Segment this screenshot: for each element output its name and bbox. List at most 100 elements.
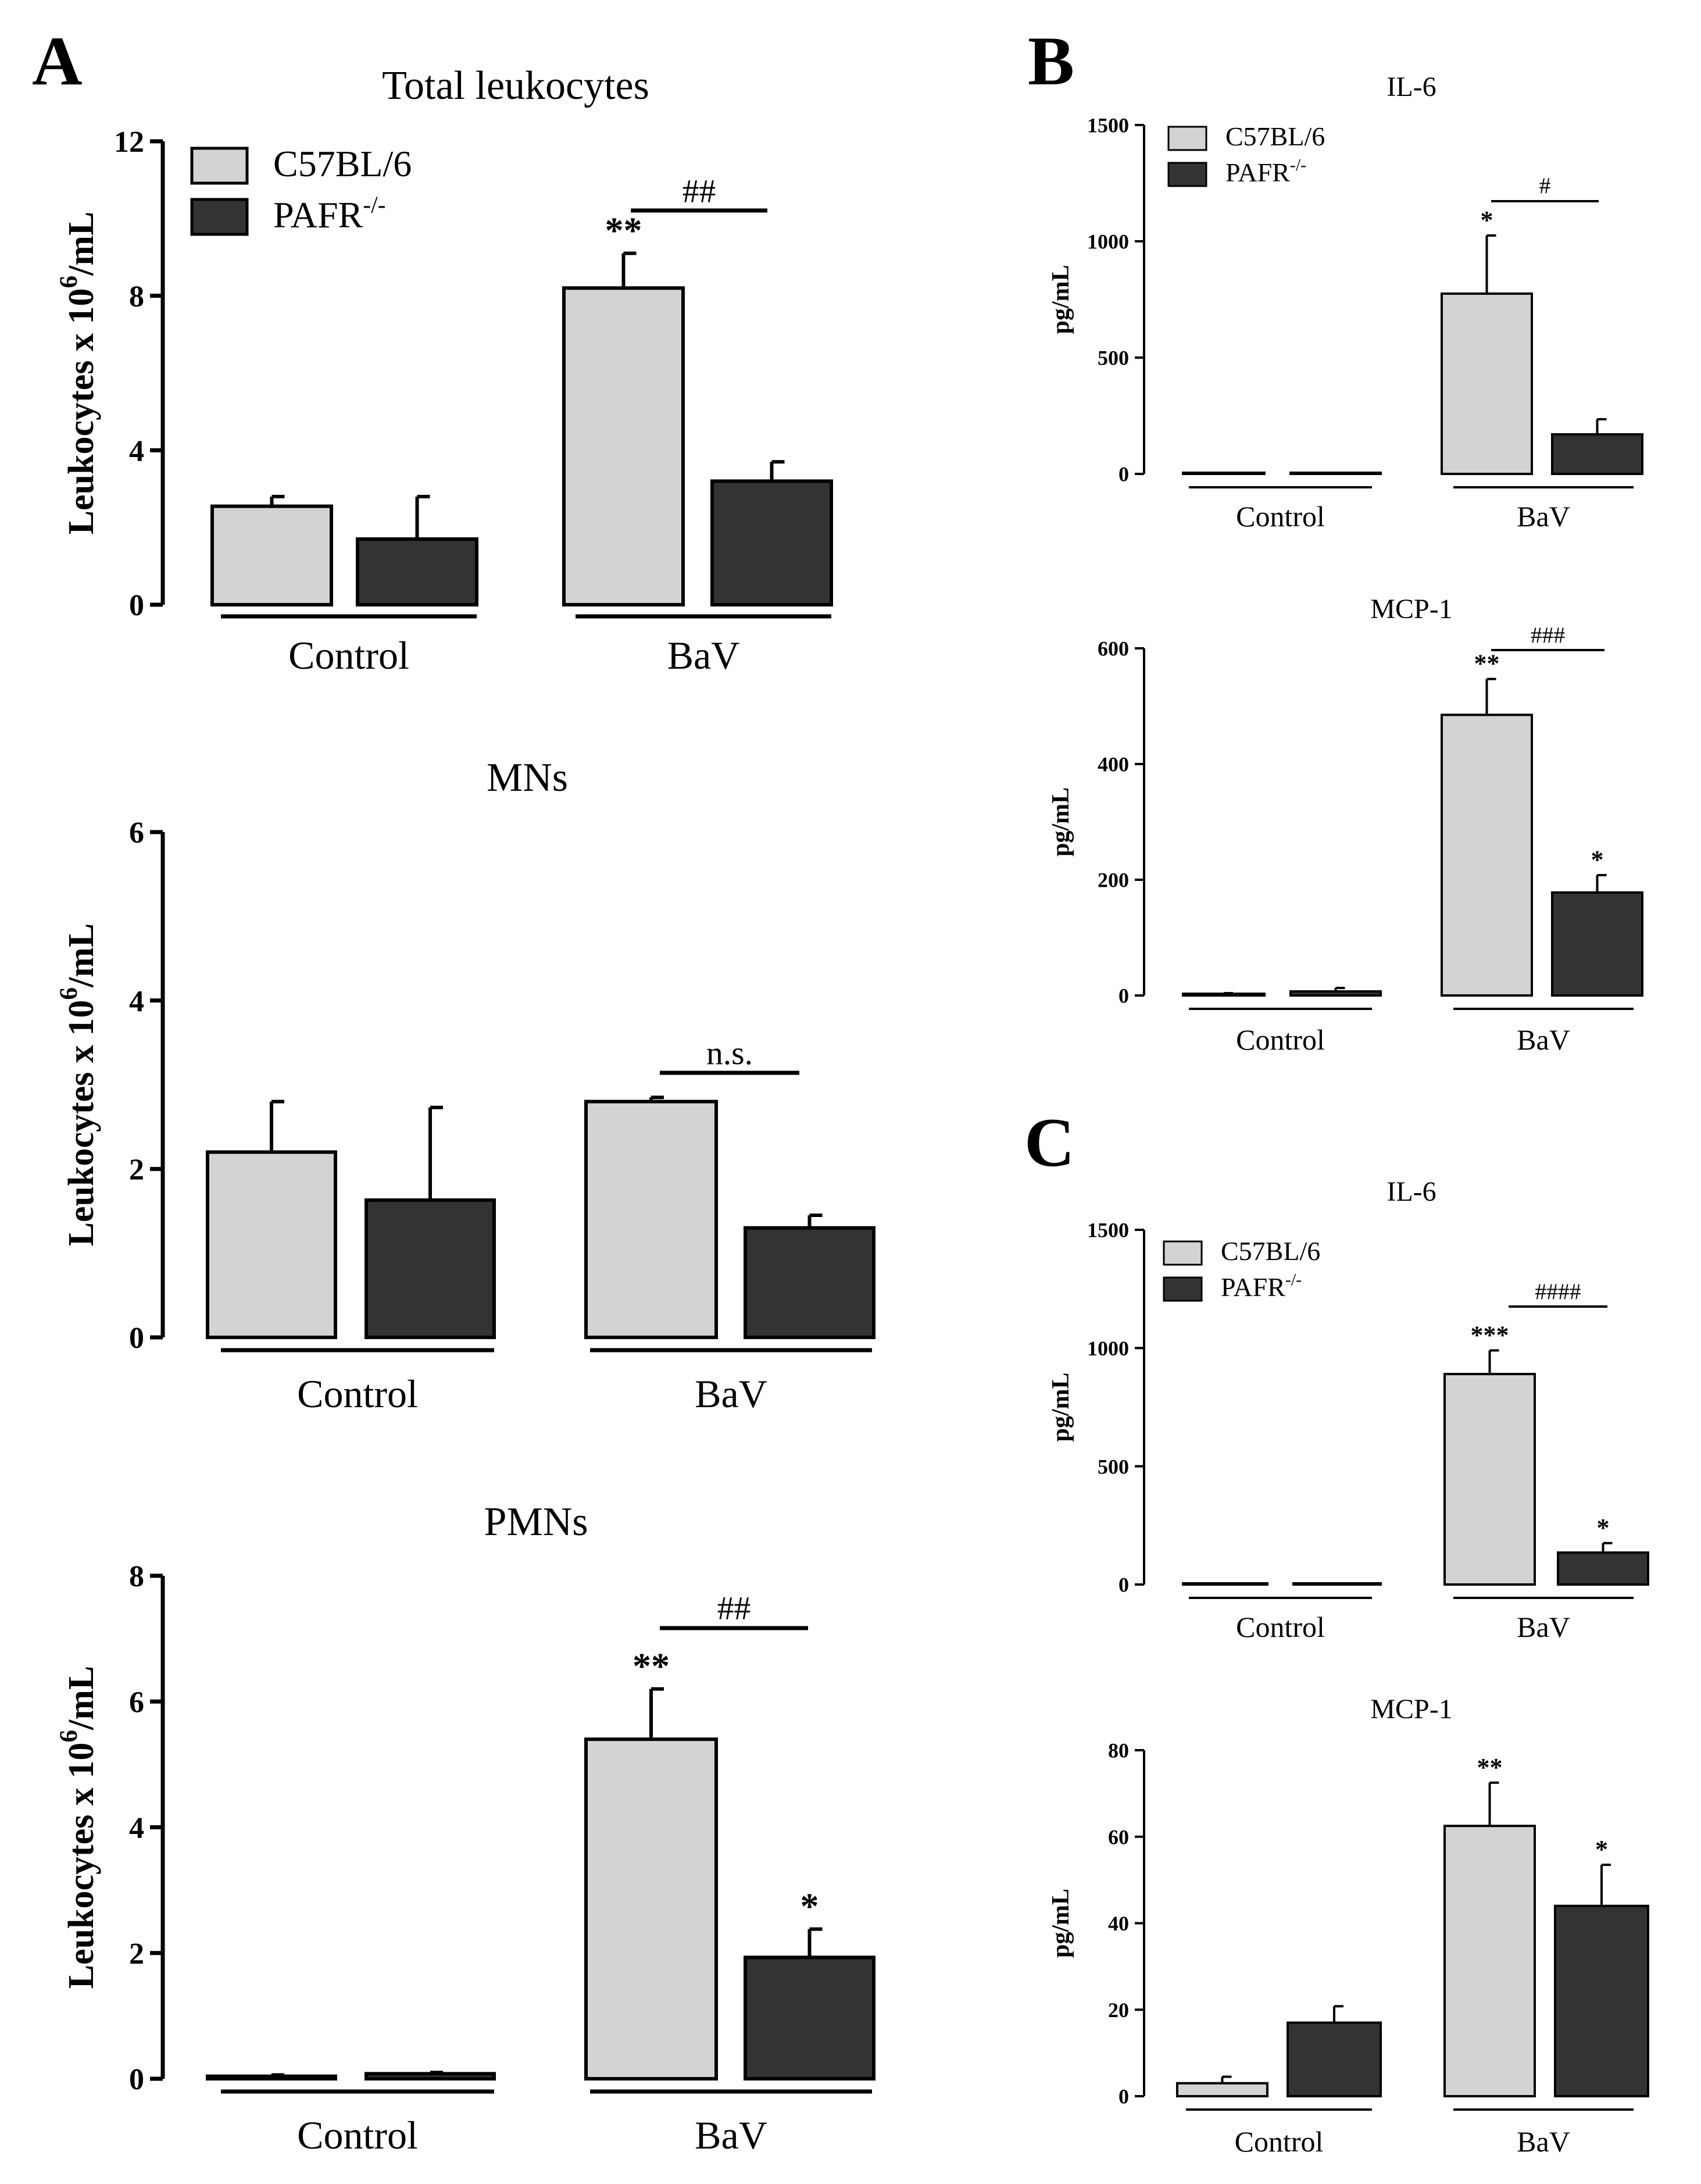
y-tick-label: 0 — [129, 589, 144, 622]
y-tick-label: 500 — [1098, 1455, 1129, 1478]
y-tick-label: 400 — [1098, 753, 1129, 776]
panel-letter-c: C — [1024, 1104, 1075, 1181]
y-tick-label: 0 — [1118, 1573, 1129, 1597]
bar-pafr-bav — [744, 1226, 875, 1339]
legend-pafr-label: PAFR-/- — [1221, 1271, 1302, 1302]
y-axis-label: Leukocytes x 106/mL — [55, 212, 101, 535]
y-tick-label: 0 — [1118, 984, 1129, 1008]
chart-title: IL-6 — [1386, 1176, 1436, 1207]
y-tick-label: 6 — [129, 1686, 144, 1719]
y-axis-label: pg/mL — [1048, 265, 1074, 334]
panel-letter-a: A — [32, 22, 83, 99]
category-label-control: Control — [1236, 500, 1325, 533]
bar-pafr-control — [1287, 2021, 1382, 2097]
y-tick-label: 12 — [114, 126, 144, 159]
y-axis-label: pg/mL — [1048, 787, 1074, 857]
legend-c57bl6-label: C57BL/6 — [273, 143, 412, 184]
chart-b1: IL-6 0 500 1000 1500 pg/mL * Control BaV # C57BL/6… — [1048, 72, 1643, 533]
y-tick-label: 0 — [129, 2063, 144, 2096]
chart-title: MCP-1 — [1370, 594, 1452, 624]
y-tick-label: 40 — [1108, 1912, 1129, 1935]
significance-mark: ** — [1477, 1753, 1503, 1782]
chart-title: MCP-1 — [1370, 1694, 1452, 1725]
y-axis-label: Leukocytes x 106/mL — [55, 1666, 101, 1989]
comparison-label: ## — [682, 173, 716, 210]
bar-c57bl6-bav — [562, 286, 685, 606]
legend-pafr-swatch — [1167, 162, 1207, 187]
legend-c57bl6-swatch — [1163, 1240, 1203, 1266]
chart-title: MNs — [487, 755, 568, 800]
category-label-bav: BaV — [695, 1372, 767, 1416]
significance-mark: * — [1597, 1514, 1610, 1542]
bar-pafr-control — [364, 1198, 496, 1339]
comparison-label: ## — [717, 1590, 751, 1627]
y-tick-label: 600 — [1098, 637, 1129, 661]
bar-c57bl6-control — [210, 504, 333, 607]
significance-mark: * — [1595, 1835, 1608, 1864]
legend-pafr-label: PAFR-/- — [273, 191, 385, 235]
legend-c57bl6-swatch — [1167, 126, 1207, 151]
y-tick-label: 60 — [1108, 1825, 1129, 1848]
y-tick-label: 0 — [1118, 2085, 1129, 2108]
category-label-control: Control — [1236, 1611, 1325, 1643]
y-tick-label: 2 — [129, 1937, 144, 1971]
comparison-label: # — [1539, 173, 1551, 198]
comparison-label: #### — [1535, 1279, 1581, 1304]
y-tick-label: 200 — [1098, 869, 1129, 892]
significance-mark: ** — [605, 210, 642, 251]
bar-pafr-bav — [1551, 891, 1643, 997]
y-tick-label: 0 — [129, 1322, 144, 1355]
chart-a2: MNs 0 2 4 6 Leukocytes x 106/mL Control BaV n.s. — [55, 755, 875, 1416]
bar-pafr-control — [1289, 472, 1382, 475]
y-tick-label: 1500 — [1087, 1219, 1129, 1242]
category-label-bav: BaV — [1517, 2125, 1570, 2158]
bar-c57bl6-control — [1182, 1582, 1268, 1586]
y-tick-label: 4 — [129, 985, 144, 1018]
bar-c57bl6-control — [1176, 2082, 1268, 2097]
chart-title: IL-6 — [1386, 72, 1436, 102]
panel-letter-b: B — [1028, 22, 1074, 99]
legend-c57bl6-label: C57BL/6 — [1221, 1236, 1320, 1266]
category-label-control: Control — [1235, 2125, 1324, 2158]
significance-mark: * — [1481, 206, 1493, 234]
y-tick-label: 80 — [1108, 1739, 1129, 1762]
bar-pafr-bav — [710, 479, 833, 607]
y-tick-label: 6 — [129, 816, 144, 850]
bar-pafr-bav — [1554, 1904, 1649, 2097]
legend-c57bl6-label: C57BL/6 — [1225, 122, 1325, 151]
bar-pafr-control — [1292, 1582, 1382, 1586]
category-label-control: Control — [297, 2113, 418, 2157]
comparison-label: ### — [1531, 622, 1566, 648]
y-tick-label: 2 — [129, 1154, 144, 1187]
bar-pafr-control — [1289, 990, 1382, 997]
bar-c57bl6-bav — [584, 1100, 718, 1339]
y-tick-label: 4 — [129, 435, 144, 468]
bar-c57bl6-control — [206, 1150, 337, 1340]
category-label-bav: BaV — [1517, 1023, 1570, 1056]
bar-c57bl6-bav — [584, 1737, 718, 2080]
category-label-bav: BaV — [1517, 500, 1570, 533]
bar-c57bl6-bav — [1443, 1825, 1536, 2097]
y-tick-label: 20 — [1108, 1999, 1129, 2022]
comparison-label: n.s. — [706, 1035, 753, 1072]
bar-c57bl6-bav — [1441, 713, 1533, 997]
y-axis-label: pg/mL — [1048, 1889, 1074, 1958]
bar-pafr-bav — [1557, 1551, 1649, 1586]
legend-pafr-label: PAFR-/- — [1225, 156, 1306, 187]
bar-pafr-control — [364, 2072, 496, 2081]
category-label-control: Control — [297, 1372, 418, 1416]
y-tick-label: 8 — [129, 280, 144, 313]
y-axis-label: Leukocytes x 106/mL — [55, 923, 101, 1247]
bar-c57bl6-control — [1182, 472, 1266, 475]
y-tick-label: 4 — [129, 1812, 144, 1845]
category-label-control: Control — [1236, 1023, 1325, 1056]
legend-pafr-swatch — [190, 198, 249, 236]
category-label-control: Control — [288, 633, 409, 677]
significance-mark: ** — [1474, 650, 1500, 678]
bar-pafr-bav — [1551, 433, 1643, 475]
